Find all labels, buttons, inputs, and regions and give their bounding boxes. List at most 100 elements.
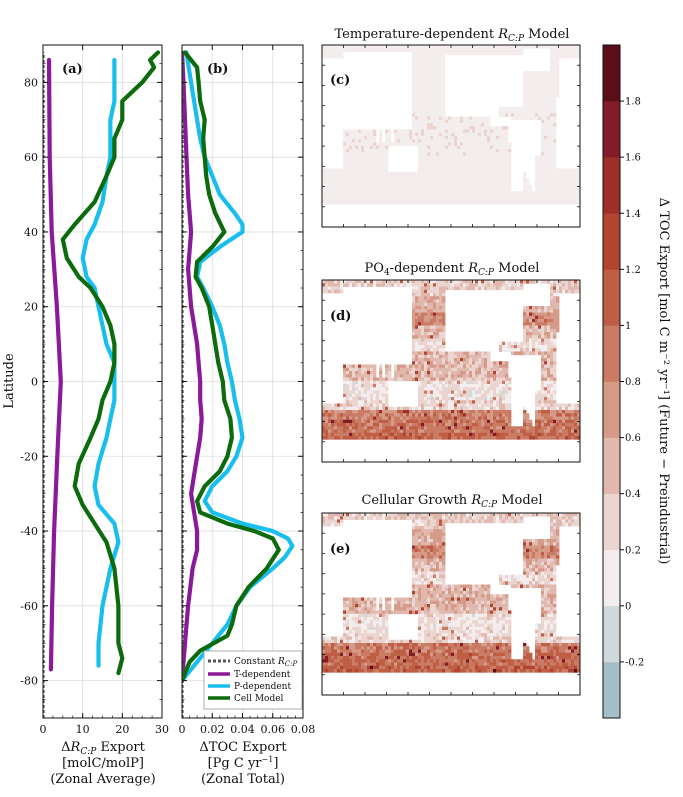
map-c-cell xyxy=(445,184,449,189)
map-d-cell xyxy=(340,436,344,440)
map-c-cell xyxy=(385,175,389,179)
map-d-cell xyxy=(544,419,548,424)
map-d-cell xyxy=(421,283,425,287)
map-d-cell xyxy=(556,299,560,304)
map-c-cell xyxy=(478,175,482,179)
map-c-cell xyxy=(418,67,422,72)
map-d-cell xyxy=(454,371,458,375)
map-d-cell xyxy=(547,419,551,424)
map-c-cell xyxy=(436,178,440,182)
map-c-cell xyxy=(556,93,560,98)
map-d-cell xyxy=(418,306,422,310)
map-c-cell xyxy=(397,181,401,186)
map-c-cell xyxy=(550,48,554,52)
map-d-cell xyxy=(538,335,542,339)
map-d-cell xyxy=(331,403,335,408)
map-d-cell xyxy=(484,390,488,395)
map-d-cell xyxy=(340,426,344,430)
map-d-cell xyxy=(424,286,428,291)
map-c-cell xyxy=(418,152,422,156)
map-c-cell xyxy=(487,165,491,169)
map-d-cell xyxy=(430,371,434,375)
map-d-cell xyxy=(469,377,473,382)
map-c-cell xyxy=(418,123,422,127)
panel-a-series-t-dependent xyxy=(46,57,63,672)
map-c-cell xyxy=(403,132,407,137)
map-c-cell xyxy=(325,194,329,199)
map-d-cell xyxy=(409,436,413,440)
map-c-cell xyxy=(547,93,551,98)
map-d-cell xyxy=(433,377,437,382)
map-c-cell xyxy=(415,181,419,186)
map-c-cell xyxy=(469,201,473,205)
map-c-cell xyxy=(442,61,446,65)
map-d-cell xyxy=(457,390,461,395)
map-d-cell xyxy=(448,283,452,287)
map-c-cell xyxy=(436,90,440,95)
map-c-cell xyxy=(448,184,452,189)
map-c-cell xyxy=(397,197,401,202)
map-d-cell xyxy=(553,397,557,401)
map-c-cell xyxy=(472,45,476,49)
map-c-cell xyxy=(460,116,464,121)
map-c-cell xyxy=(529,77,533,82)
map-c-cell xyxy=(508,181,512,186)
map-d-cell xyxy=(394,410,398,414)
map-c-cell xyxy=(355,155,359,160)
map-c-cell xyxy=(388,201,392,205)
map-c-cell xyxy=(403,45,407,49)
map-c-cell xyxy=(490,184,494,189)
map-d-cell xyxy=(409,419,413,424)
map-d-cell xyxy=(496,367,500,372)
map-d-cell xyxy=(568,432,572,437)
map-d-cell xyxy=(439,289,443,294)
map-d-cell xyxy=(559,406,563,411)
map-c-cell xyxy=(346,191,350,195)
map-d-cell xyxy=(430,400,434,404)
map-c-cell xyxy=(373,165,377,169)
map-d-cell xyxy=(346,410,350,414)
map-c-cell xyxy=(484,48,488,52)
map-e-title: Cellular Growth RC:P Model xyxy=(361,493,542,510)
map-c-cell xyxy=(550,119,554,124)
map-d-cell xyxy=(493,286,497,291)
map-d-cell xyxy=(400,406,404,411)
map-c-cell xyxy=(349,178,353,182)
map-d-cell xyxy=(541,358,545,362)
map-c-cell xyxy=(541,136,545,140)
map-c-cell xyxy=(559,51,563,56)
map-d-cell xyxy=(415,423,419,427)
map-d-cell xyxy=(382,384,386,388)
map-c-cell xyxy=(517,113,521,117)
map-d-cell xyxy=(352,419,356,424)
map-d-cell xyxy=(565,289,569,294)
map-c-cell xyxy=(541,77,545,82)
map-c-cell xyxy=(379,197,383,202)
map-d-cell xyxy=(409,423,413,427)
map-d-cell xyxy=(475,393,479,398)
map-d-cell xyxy=(478,280,482,284)
map-c-cell xyxy=(388,181,392,186)
map-d-cell xyxy=(520,426,524,430)
map-c-cell xyxy=(454,145,458,150)
map-c-cell xyxy=(442,87,446,91)
map-c-cell xyxy=(379,184,383,189)
map-c-cell xyxy=(394,142,398,147)
map-c-cell xyxy=(424,58,428,62)
map-d-cell xyxy=(418,371,422,375)
map-c-cell xyxy=(352,142,356,147)
map-d-cell xyxy=(412,306,416,310)
map-d-cell xyxy=(418,429,422,434)
map-d-cell xyxy=(451,280,455,284)
map-d-cell xyxy=(538,429,542,434)
map-d-cell xyxy=(454,436,458,440)
map-c-cell xyxy=(379,136,383,140)
map-d-cell xyxy=(457,364,461,369)
map-d-cell xyxy=(424,416,428,421)
map-d-cell xyxy=(370,367,374,372)
map-c-cell xyxy=(559,45,563,49)
map-d-cell xyxy=(553,403,557,408)
map-c-cell xyxy=(406,191,410,195)
map-d-cell xyxy=(325,423,329,427)
map-d-cell xyxy=(367,432,371,437)
